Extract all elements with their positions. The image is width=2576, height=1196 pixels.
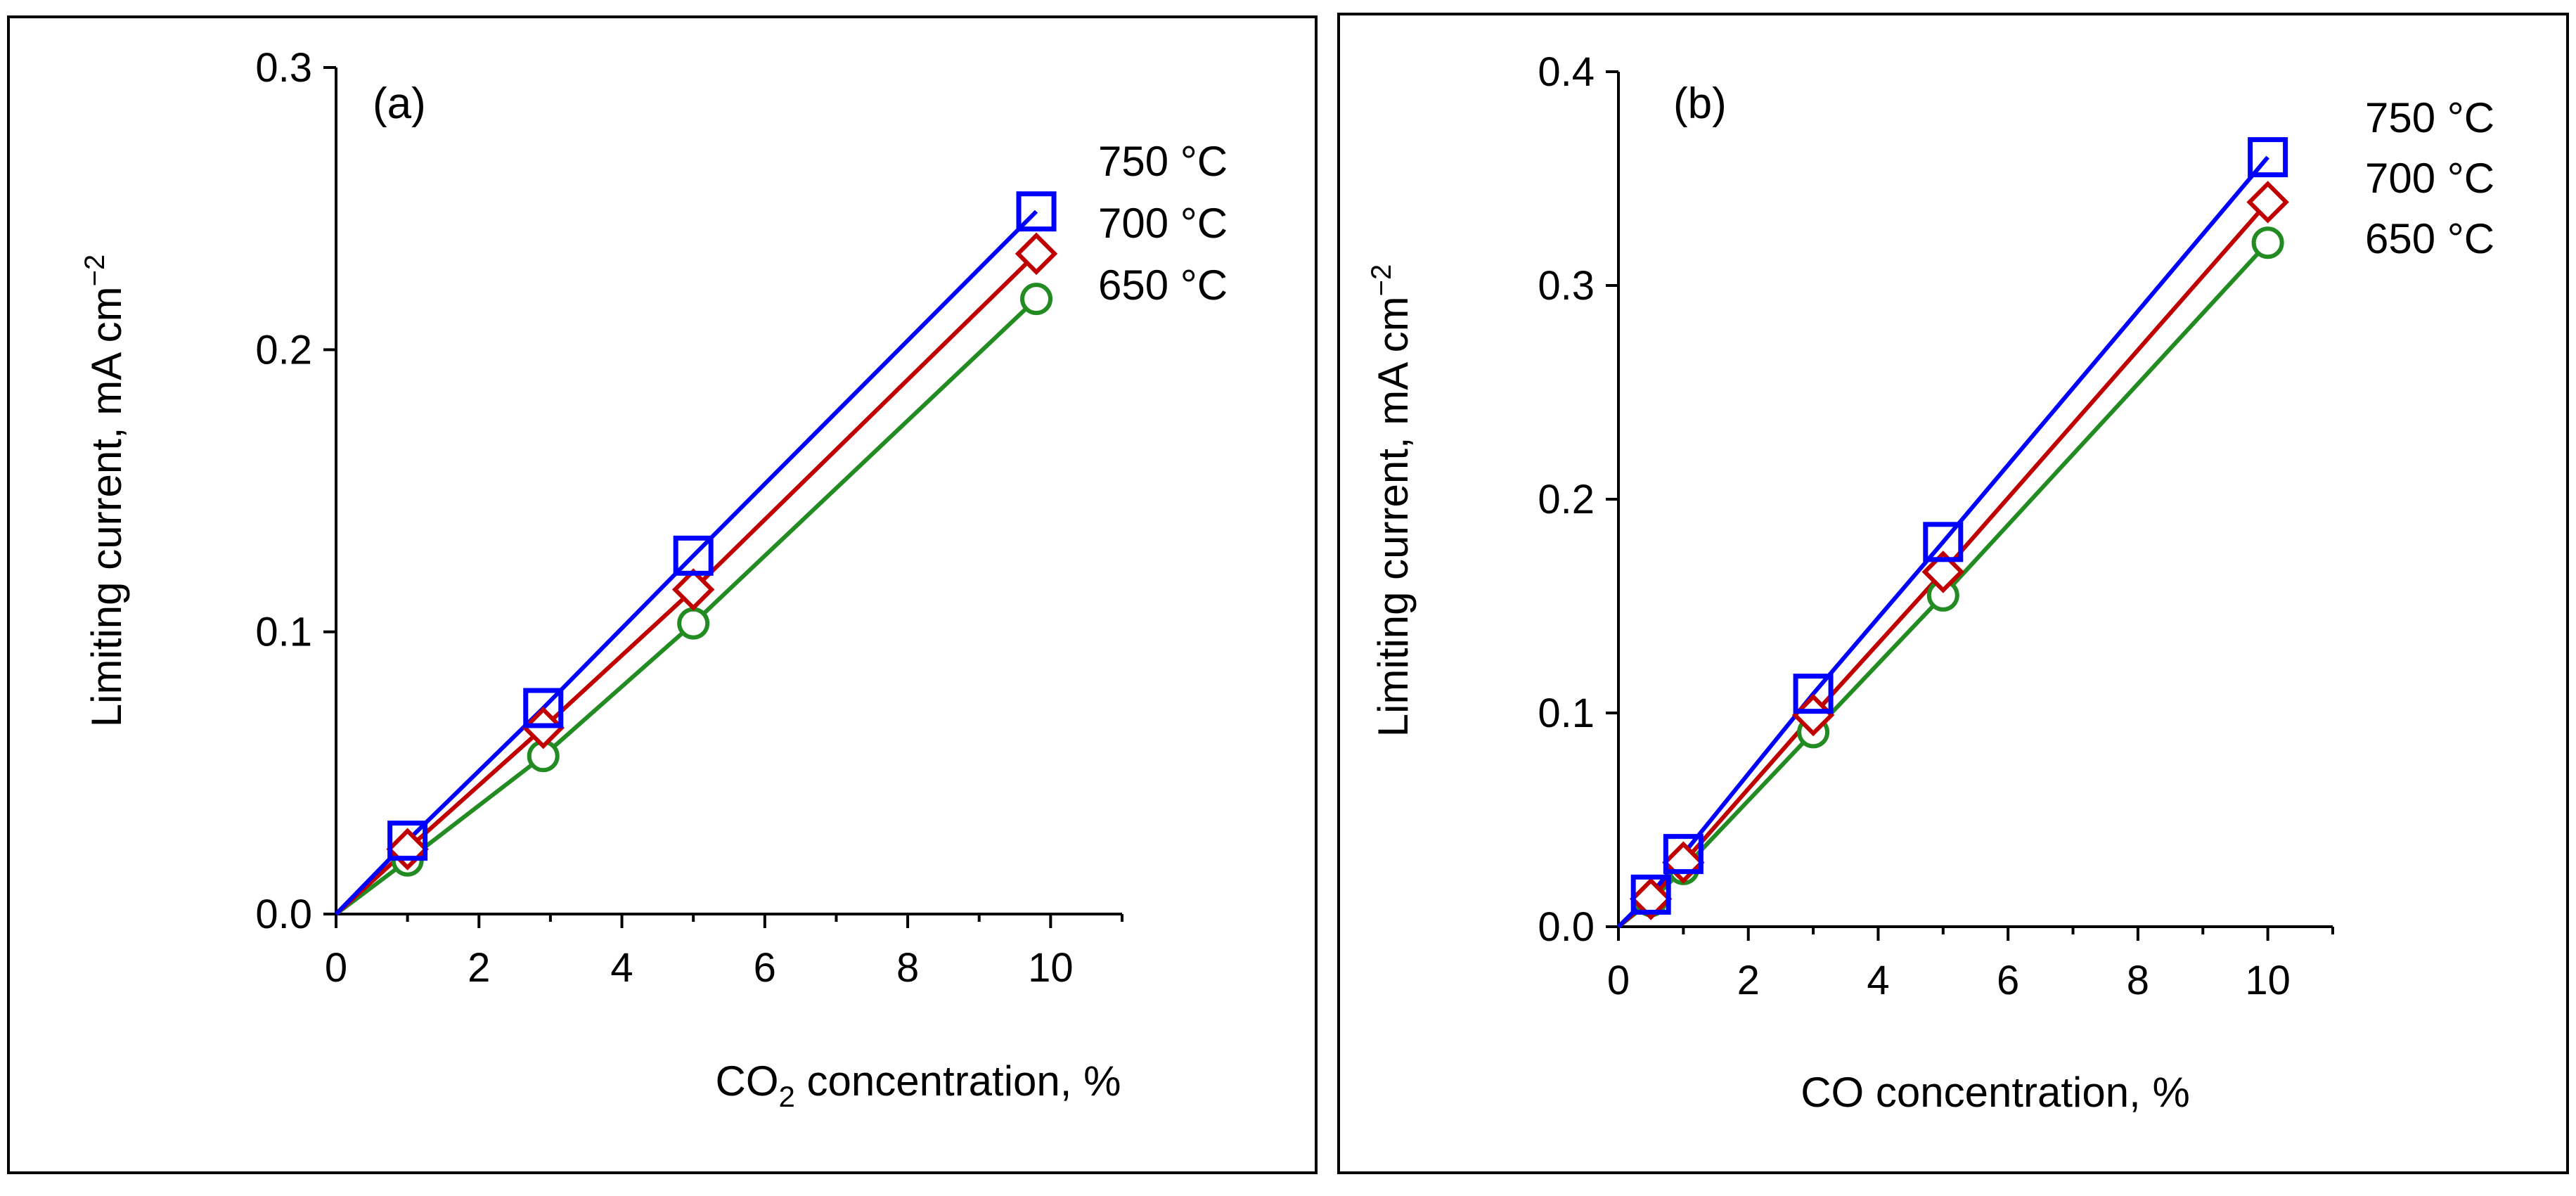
data-point-circle (1020, 283, 1053, 316)
y-tick-label: 0.1 (1538, 690, 1595, 736)
data-point-diamond (1921, 551, 1965, 593)
panel-label: (a) (373, 79, 426, 128)
x-axis-title-subscript: 2 (779, 1080, 795, 1113)
legend-entry: 750 °C (1098, 138, 1228, 185)
x-tick-label: 10 (2245, 958, 2291, 1003)
y-tick-label: 0.1 (255, 610, 312, 655)
data-point-square (523, 688, 564, 728)
x-tick-label: 4 (1867, 958, 1889, 1003)
x-axis-title-main: CO concentration, % (1801, 1069, 2190, 1116)
data-point-square (673, 535, 714, 576)
y-tick-label: 0.4 (1538, 49, 1595, 95)
x-tick-label: 6 (754, 945, 776, 991)
data-point-diamond (1015, 232, 1058, 276)
data-point-square (1663, 834, 1704, 875)
x-tick-label: 2 (1737, 958, 1760, 1003)
x-tick-label: 6 (1997, 958, 2019, 1003)
data-point-circle (677, 607, 710, 640)
y-axis-title-superscript: −2 (1366, 264, 1397, 297)
data-point-square (1923, 522, 1964, 562)
y-axis-title-main: Limiting current, mA cm (1370, 296, 1417, 737)
x-axis-title-main: CO (716, 1057, 779, 1105)
x-axis-title: CO2 concentration, % (716, 1057, 1121, 1113)
legend-entry: 750 °C (2365, 94, 2494, 141)
panel-label: (b) (1673, 79, 1727, 128)
y-axis-title: Limiting current, mA cm−2 (79, 255, 130, 727)
x-tick-label: 2 (468, 945, 490, 991)
y-axis-title: Limiting current, mA cm−2 (1366, 264, 1417, 737)
data-point-diamond (671, 568, 715, 611)
y-axis-title-superscript: −2 (79, 255, 110, 287)
x-axis-title-rest: concentration, % (795, 1057, 1121, 1105)
x-tick-label: 0 (325, 945, 347, 991)
y-axis-title-main: Limiting current, mA cm (83, 286, 130, 727)
data-point-square (1630, 874, 1671, 915)
y-tick-label: 0.2 (255, 327, 312, 373)
legend-entry: 650 °C (1098, 262, 1228, 309)
data-point-diamond (1629, 877, 1673, 920)
legend-entry: 700 °C (2365, 155, 2494, 202)
data-point-diamond (2246, 181, 2289, 224)
y-tick-label: 0.0 (1538, 904, 1595, 950)
panel-frame (7, 15, 1318, 1174)
panel-frame (1337, 13, 2569, 1174)
data-point-square (387, 821, 428, 861)
y-tick-label: 0.0 (255, 892, 312, 937)
x-tick-label: 0 (1607, 958, 1630, 1003)
data-point-square (1793, 674, 1834, 714)
data-point-square (1016, 191, 1057, 232)
y-tick-label: 0.3 (255, 45, 312, 91)
y-tick-label: 0.2 (1538, 477, 1595, 522)
data-point-square (2248, 137, 2288, 178)
legend-entry: 650 °C (2365, 215, 2494, 262)
data-point-circle (2251, 226, 2284, 259)
x-tick-label: 10 (1028, 945, 1074, 991)
legend-entry: 700 °C (1098, 200, 1228, 247)
x-axis-title: CO concentration, % (1801, 1069, 2190, 1116)
x-tick-label: 4 (610, 945, 633, 991)
x-tick-label: 8 (2127, 958, 2149, 1003)
x-tick-label: 8 (896, 945, 919, 991)
panel-b: 0.0 0.1 0.2 0.3 0.4 0 2 4 6 8 10 CO concentration, … (1337, 13, 2569, 1174)
y-tick-label: 0.3 (1538, 263, 1595, 309)
